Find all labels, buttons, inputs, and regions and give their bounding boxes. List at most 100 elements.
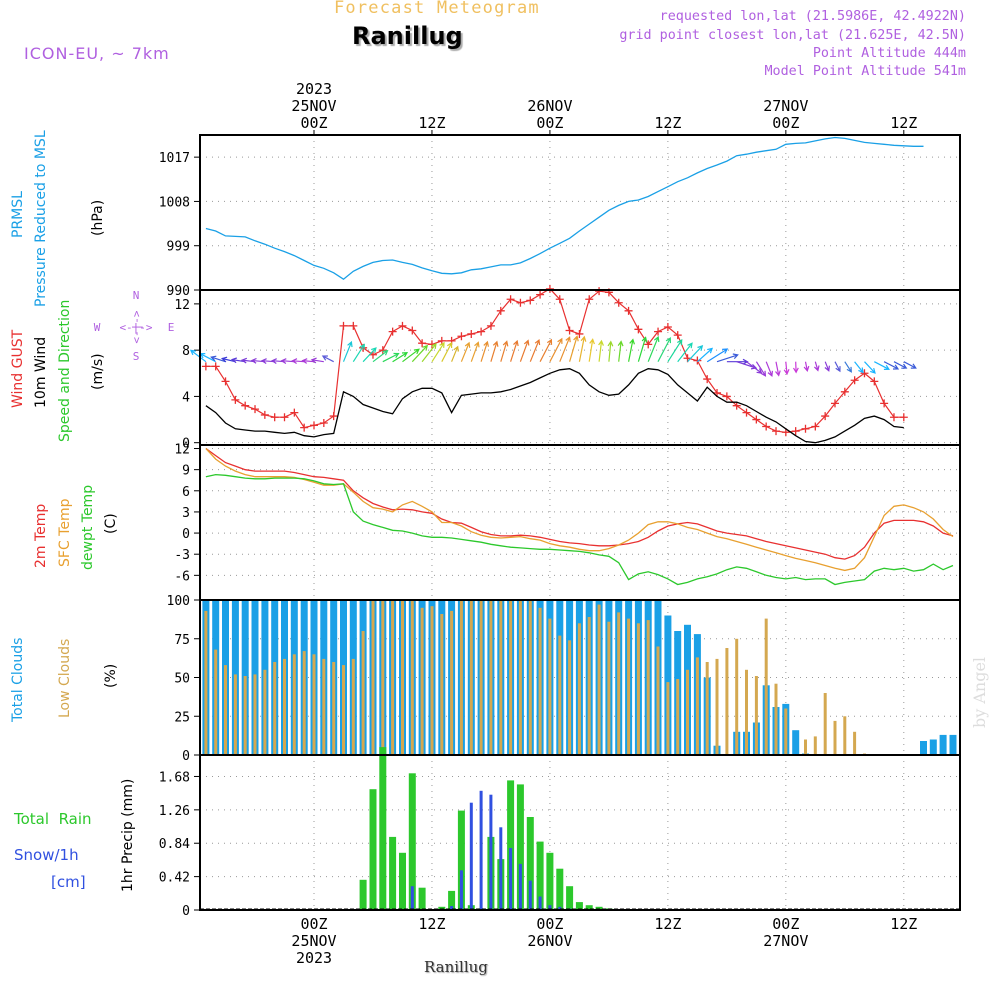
time-label-top: 12Z (654, 114, 681, 132)
ytick-label: 4 (182, 390, 190, 405)
low-cloud-bar (273, 662, 277, 755)
wind-gust-marker (251, 405, 260, 414)
wind-gust-marker (732, 401, 741, 410)
rain-bar (418, 887, 426, 910)
low-cloud-bar (656, 646, 660, 755)
wind-gust-marker (830, 399, 839, 408)
wind-direction-arrow (460, 341, 471, 362)
ytick-label: 12 (174, 298, 190, 313)
wind-gust-marker (634, 325, 643, 334)
wind-gust-marker (703, 375, 712, 384)
wind-direction-arrow (783, 361, 790, 376)
wind-direction-arrow (647, 335, 660, 362)
snow-bar (479, 790, 483, 910)
time-label-top: 00Z (300, 114, 327, 132)
wind-direction-arrow (746, 361, 763, 374)
compass-s: S (133, 350, 140, 363)
wind-gust-marker (565, 326, 574, 335)
ytick-label: 75 (174, 633, 190, 648)
low-cloud-bar (833, 720, 837, 755)
wind-direction-arrow (529, 338, 541, 362)
low-cloud-bar (558, 635, 562, 755)
low-cloud-bar (322, 658, 326, 755)
snow-bar (528, 880, 532, 910)
ytick-label: 12 (174, 443, 190, 458)
wind-direction-arrow (510, 339, 519, 362)
low-cloud-bar (351, 658, 355, 755)
ytick-label: 990 (167, 284, 190, 299)
wind-gust-marker (762, 422, 771, 431)
low-cloud-bar (617, 612, 621, 755)
total-cloud-bar (792, 730, 800, 755)
rain-bar (359, 879, 367, 910)
total-cloud-bar (929, 739, 937, 755)
compass-w: W (94, 321, 101, 334)
panel-frame (199, 444, 961, 601)
pressure-line (205, 136, 924, 281)
snow-bar (518, 863, 522, 910)
wind-direction-arrow (803, 361, 810, 373)
ytick-label: -6 (174, 569, 190, 584)
wind-direction-arrow (480, 340, 489, 362)
wind-gust-marker (300, 423, 309, 432)
model-label: ICON-EU, ~ 7km (24, 44, 170, 63)
low-cloud-bar (253, 674, 257, 755)
wind-gust-marker (545, 284, 554, 293)
compass-n: N (133, 289, 140, 302)
wind-gust-marker (231, 395, 240, 404)
wind-direction-arrow (813, 361, 820, 372)
time-label-bottom: 2023 (296, 949, 332, 967)
ytick-label: 8 (182, 344, 190, 359)
time-label-bottom: 27NOV (763, 932, 808, 950)
rain-bar (389, 836, 397, 910)
time-label-bottom: 00Z (300, 915, 327, 933)
wind-direction-arrow (765, 361, 773, 377)
low-cloud-bar (440, 614, 444, 755)
time-label-top: 12Z (890, 114, 917, 132)
snow-bar (489, 794, 493, 910)
wind-direction-arrow (687, 344, 704, 363)
wind-direction-arrow (569, 335, 579, 362)
low-cloud-bar (401, 600, 404, 755)
snow-bar (499, 827, 503, 910)
time-label-bottom: 00Z (772, 915, 799, 933)
low-cloud-bar (312, 654, 316, 756)
wind-direction-arrow (677, 342, 693, 363)
time-label-bottom: 12Z (654, 915, 681, 933)
low-cloud-bar (627, 618, 631, 755)
wind-gust-marker (486, 321, 495, 330)
rain-bar (556, 868, 564, 910)
wind-gust-marker (319, 419, 328, 428)
wind-gust-marker (388, 327, 397, 336)
model-altitude: Model Point Altitude 541m (764, 64, 966, 79)
wind-direction-arrow (706, 348, 729, 363)
location-title: Ranillug (352, 22, 463, 50)
wind-gust-marker (457, 332, 466, 341)
compass-arrows-we: <-|-> (119, 321, 152, 334)
wind-direction-arrow (310, 357, 324, 364)
wind-direction-arrow (539, 338, 553, 362)
rain-bar (369, 789, 377, 910)
wind-gust-marker (477, 327, 486, 336)
wind-gust-marker (870, 377, 879, 386)
wind-direction-arrow (280, 358, 295, 364)
wind-gust-marker (221, 377, 230, 386)
low-cloud-bar (705, 662, 709, 755)
low-cloud-bar (332, 662, 336, 755)
wind-direction-arrow (421, 342, 437, 363)
wind-direction-arrow (792, 361, 799, 374)
low-cloud-bar (361, 631, 365, 755)
rain-bar (575, 902, 583, 910)
wind-gust-marker (742, 408, 751, 417)
low-cloud-bar (420, 607, 424, 756)
ytick-label: 6 (182, 485, 190, 500)
rain-bar (507, 780, 515, 910)
ytick-label: 0 (182, 527, 190, 542)
point-altitude: Point Altitude 444m (812, 46, 966, 61)
rain-bar (457, 810, 465, 910)
wind-direction-arrow (291, 358, 305, 365)
snow-bar (459, 870, 463, 910)
wind-gust-marker (880, 399, 889, 408)
wind-direction-arrow (588, 338, 595, 362)
